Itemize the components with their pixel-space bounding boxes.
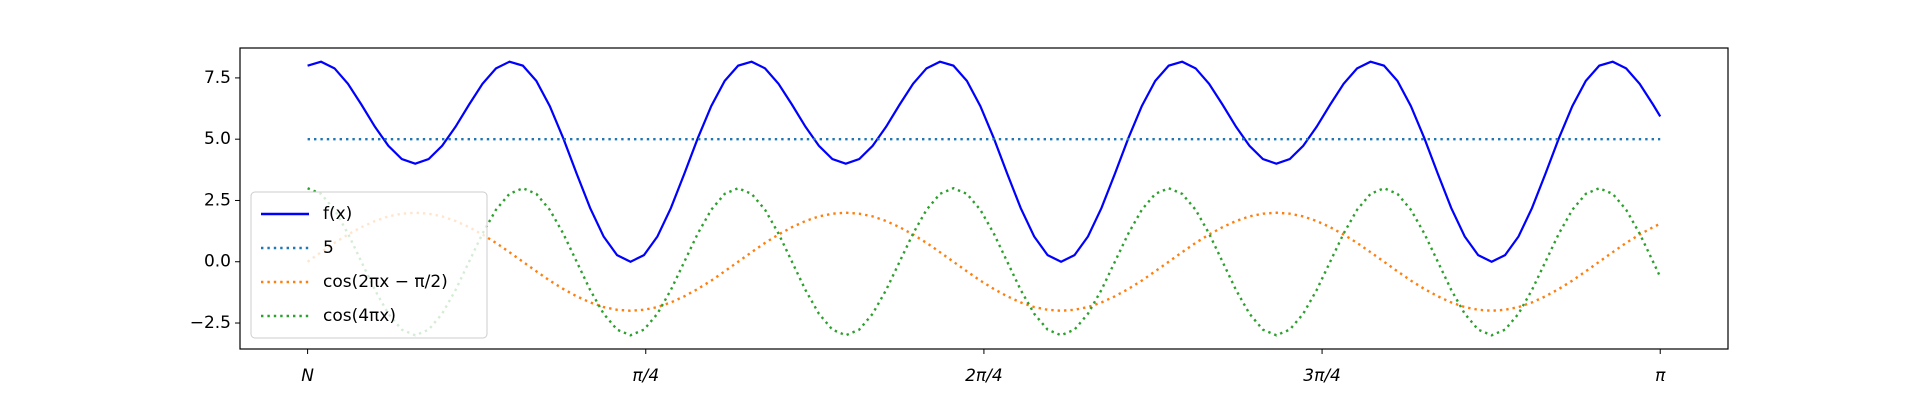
x-tick-label: π [1655, 366, 1666, 386]
x-tick-label: π/4 [632, 366, 659, 386]
y-tick-label: 0.0 [204, 252, 231, 272]
legend-label: 5 [323, 238, 334, 258]
series-line [306, 211, 1661, 312]
series-line [307, 186, 1662, 337]
y-tick-label: −2.5 [190, 313, 231, 333]
x-tick-label: N [301, 366, 314, 386]
legend-label: cos(2πx − π/2) [323, 272, 448, 292]
plot-frame [239, 47, 1729, 350]
y-tick-label: 5.0 [204, 129, 231, 149]
y-tick-label: 7.5 [204, 68, 231, 88]
x-tick-label: 3π/4 [1303, 366, 1341, 386]
legend-label: cos(4πx) [323, 306, 396, 326]
x-tick-label: 2π/4 [965, 366, 1003, 386]
legend-box [250, 191, 488, 339]
y-tick-label: 2.5 [204, 190, 231, 210]
legend-label: f(x) [323, 204, 352, 224]
series-line [307, 60, 1662, 263]
